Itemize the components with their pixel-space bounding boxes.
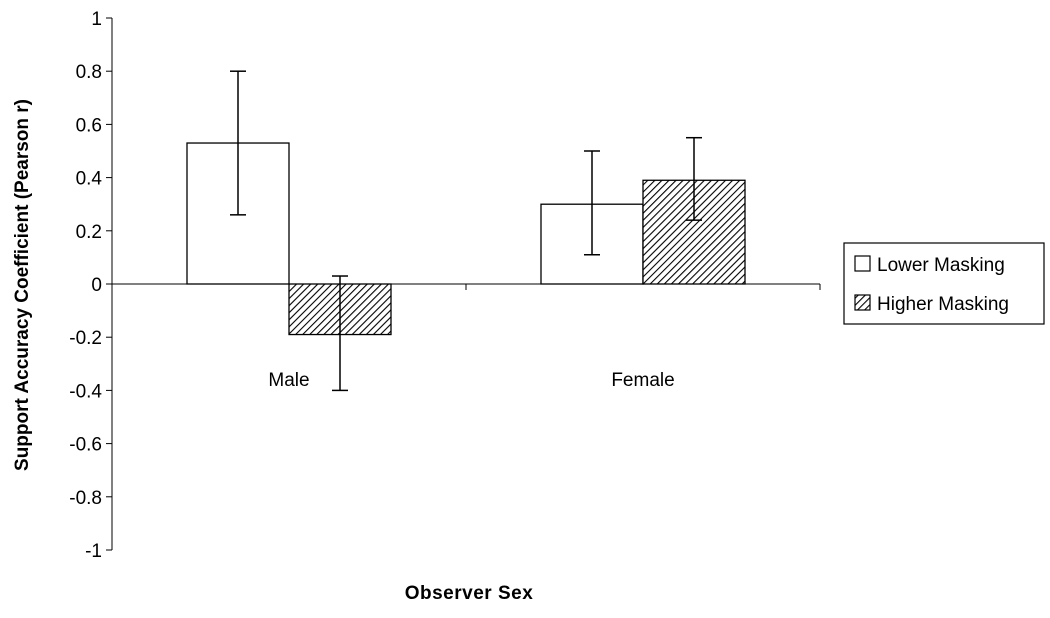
x-category-label: Male [268,370,309,391]
legend-swatch [854,294,871,311]
y-tick-label: -0.6 [69,435,102,456]
y-tick-label: -0.4 [69,381,102,402]
x-category-label: Female [611,370,674,391]
y-tick-label: 0.6 [76,115,102,136]
x-axis-title: Observer Sex [405,583,534,604]
y-axis-title: Support Accuracy Coefficient (Pearson r) [12,99,33,471]
y-tick-label: 1 [91,9,102,30]
y-tick-label: -0.2 [69,328,102,349]
legend-label: Lower Masking [877,255,1005,276]
y-tick-label: 0.2 [76,222,102,243]
legend-box [843,242,1045,325]
legend: Lower Masking Higher Masking [843,242,1045,325]
y-tick-label: 0.4 [76,169,103,190]
y-tick-label: -1 [85,541,102,562]
legend-label: Higher Masking [877,294,1009,315]
y-tick-label: 0 [91,275,102,296]
y-tick-label: -0.8 [69,488,102,509]
y-tick-label: 0.8 [76,62,102,83]
legend-swatch [854,255,871,272]
